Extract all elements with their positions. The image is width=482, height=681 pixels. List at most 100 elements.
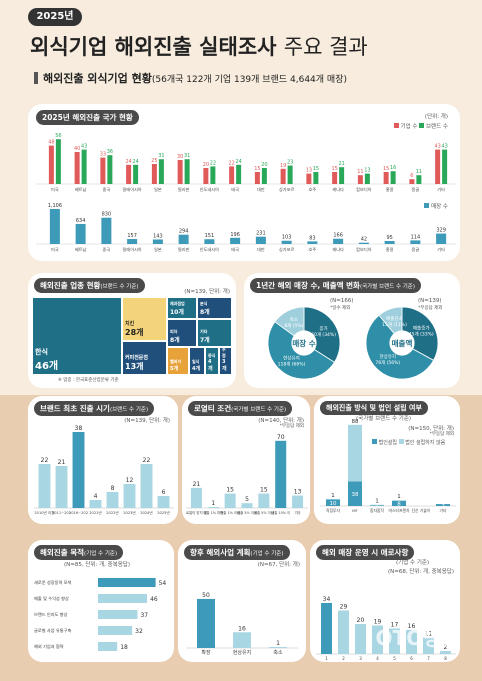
donut-stores-label: 현상유지 xyxy=(283,354,300,361)
chart-trouble-bar xyxy=(440,651,451,654)
bar-brand xyxy=(55,139,61,184)
industry-foot: ※ 업종 : 한국표준산업분류 기준 xyxy=(58,378,119,383)
right-n: (N=139) xyxy=(418,298,442,304)
page-title: 외식기업 해외진출 실태조사 주요 결과 xyxy=(30,35,368,59)
chart-plan-tick: 축소 xyxy=(273,649,283,656)
country-tick: 태국 xyxy=(231,186,239,193)
bar-brand xyxy=(210,166,216,184)
chart-royalty-tick: 매출 1% 이상 xyxy=(220,510,240,515)
purpose-value: 54 xyxy=(159,580,167,587)
bar-store xyxy=(410,240,421,244)
plan-note: (N=67, 단위: 개) xyxy=(257,562,300,568)
chart-royalty-bar xyxy=(258,493,270,508)
year-badge: 2025년 xyxy=(28,8,82,26)
purpose-card: 해외진출 목적(기업 수 기준) (N=85, 단위: 개, 중복응답) 새로운… xyxy=(28,540,174,662)
label-store: 157 xyxy=(127,233,137,239)
chart-trouble-value: 2 xyxy=(444,644,448,651)
method-tick: 합자합작 xyxy=(370,508,384,513)
store-tick: 필리핀 xyxy=(178,246,190,253)
label-company: 33 xyxy=(100,152,106,158)
chart-trouble-value: 34 xyxy=(323,596,331,603)
chart-trouble-value: 17 xyxy=(391,622,399,629)
method-value-b: 1 xyxy=(397,494,401,500)
label-store: 83 xyxy=(309,235,315,241)
bar-brand xyxy=(133,164,139,184)
label-brand: 43 xyxy=(81,144,87,150)
treemap-label: 중식 xyxy=(208,353,216,358)
label-brand: 43 xyxy=(441,144,447,150)
entry-chart: 22 2010년 이전 21 2011~201 38 2016~202 4 2021년 8 202… xyxy=(34,425,174,515)
chart-trouble-value: 11 xyxy=(425,631,433,638)
method-bar-b xyxy=(326,498,340,500)
chart-entry-value: 6 xyxy=(162,489,166,496)
method-tick: 마스터프랜차 xyxy=(389,508,410,513)
bar-store xyxy=(333,238,344,244)
purpose-value: 37 xyxy=(140,612,148,619)
trouble-chart: 34 1 29 2 20 3 19 4 17 5 16 6 11 7 2 8 xyxy=(316,596,456,661)
label-brand: 21 xyxy=(338,161,344,167)
chart-entry-tick: 2016~202 xyxy=(69,511,88,515)
store-tick: 기타 xyxy=(437,246,445,253)
chart-entry-bar xyxy=(106,492,119,508)
store-tick: 베트남 xyxy=(75,246,87,253)
bar-store xyxy=(127,239,138,244)
chart-trouble-tick: 4 xyxy=(376,656,379,661)
purpose-tick: 글로벌 사업 유통구축 xyxy=(34,627,71,634)
country-tick: 몽골 xyxy=(412,187,420,192)
bar-store xyxy=(101,217,112,244)
label-company: 13 xyxy=(306,168,312,174)
label-company: 40 xyxy=(74,146,80,152)
right-sub: *무응답 제외 xyxy=(418,306,443,311)
label-company: 15 xyxy=(254,166,260,172)
country-card: 2025년 해외진출 국가 현황 (단위: 개) 기업 수 브랜드 수 매장 수… xyxy=(28,104,460,261)
label-store: 42 xyxy=(361,237,367,243)
label-company: 30 xyxy=(177,154,183,160)
treemap-label: 일식 xyxy=(192,359,200,364)
chart-entry-value: 38 xyxy=(75,425,83,432)
chart-royalty-value: 15 xyxy=(260,487,268,494)
chart-royalty-bar xyxy=(207,507,219,508)
chart-trouble-value: 29 xyxy=(340,604,348,611)
chart-trouble-bar xyxy=(423,637,434,654)
treemap-label: 치킨 xyxy=(125,321,135,327)
donut-sales-label: 15개 (11%) xyxy=(382,321,407,328)
label-company: 6 xyxy=(410,173,413,179)
purpose-chart: 새로운 성장동력 모색 54 매출 및 수익성 향상 46 브랜드 인지도 향상 37 글로… xyxy=(34,578,167,651)
country-unit: (단위: 개) xyxy=(424,114,448,120)
method-legend: 법인설립 법인 설립하지 않음 xyxy=(372,439,445,446)
bar-store xyxy=(384,240,395,244)
country-tick: 베트남 xyxy=(75,186,87,193)
label-brand: 15 xyxy=(313,166,319,172)
bar-company xyxy=(48,145,54,184)
industry-card: 해외진출 업종 현황(브랜드 수 기준) (N=139, 단위: 개) 한식 46… xyxy=(28,273,236,388)
bar-company xyxy=(74,152,80,184)
chart-trouble-bar xyxy=(355,624,366,654)
treemap-label: 주점 xyxy=(222,347,226,358)
treemap-value: 10개 xyxy=(170,309,184,316)
chart-royalty-tick: 기타 xyxy=(294,510,301,515)
purpose-tick: 해외 기업과 협력 xyxy=(34,643,64,650)
trouble-title-note: (기업 수 기준) xyxy=(396,560,430,566)
label-store: 294 xyxy=(179,229,189,235)
entry-card: 브랜드 최초 진출 시기(브랜드 수 기준) (N=139, 단위: 개) 22… xyxy=(28,396,178,524)
store-tick: 싱가포르 xyxy=(279,246,295,253)
bar-brand xyxy=(158,159,164,184)
store-tick: 몽골 xyxy=(412,247,420,252)
treemap-cell: 한식 46개 xyxy=(32,297,122,375)
chart-trouble-tick: 6 xyxy=(410,656,413,661)
label-store: 1,106 xyxy=(48,203,62,209)
method-bar-b xyxy=(348,424,362,482)
label-company: 22 xyxy=(228,160,234,166)
label-store: 231 xyxy=(256,231,266,237)
chart-entry-tick: 2023년 xyxy=(123,510,135,515)
donut-sales-label: 78개 (56%) xyxy=(375,359,400,366)
bar-brand xyxy=(390,171,396,184)
method-bar-b xyxy=(370,504,384,506)
country-title: 2025년 해외진출 국가 현황 xyxy=(36,110,139,125)
store-tick: 일본 xyxy=(154,246,162,252)
treemap-label: 분식 xyxy=(200,301,208,306)
bar-brand xyxy=(287,165,293,184)
chart-entry-value: 12 xyxy=(126,477,134,484)
store-tick: 인도네시아 xyxy=(200,246,219,253)
